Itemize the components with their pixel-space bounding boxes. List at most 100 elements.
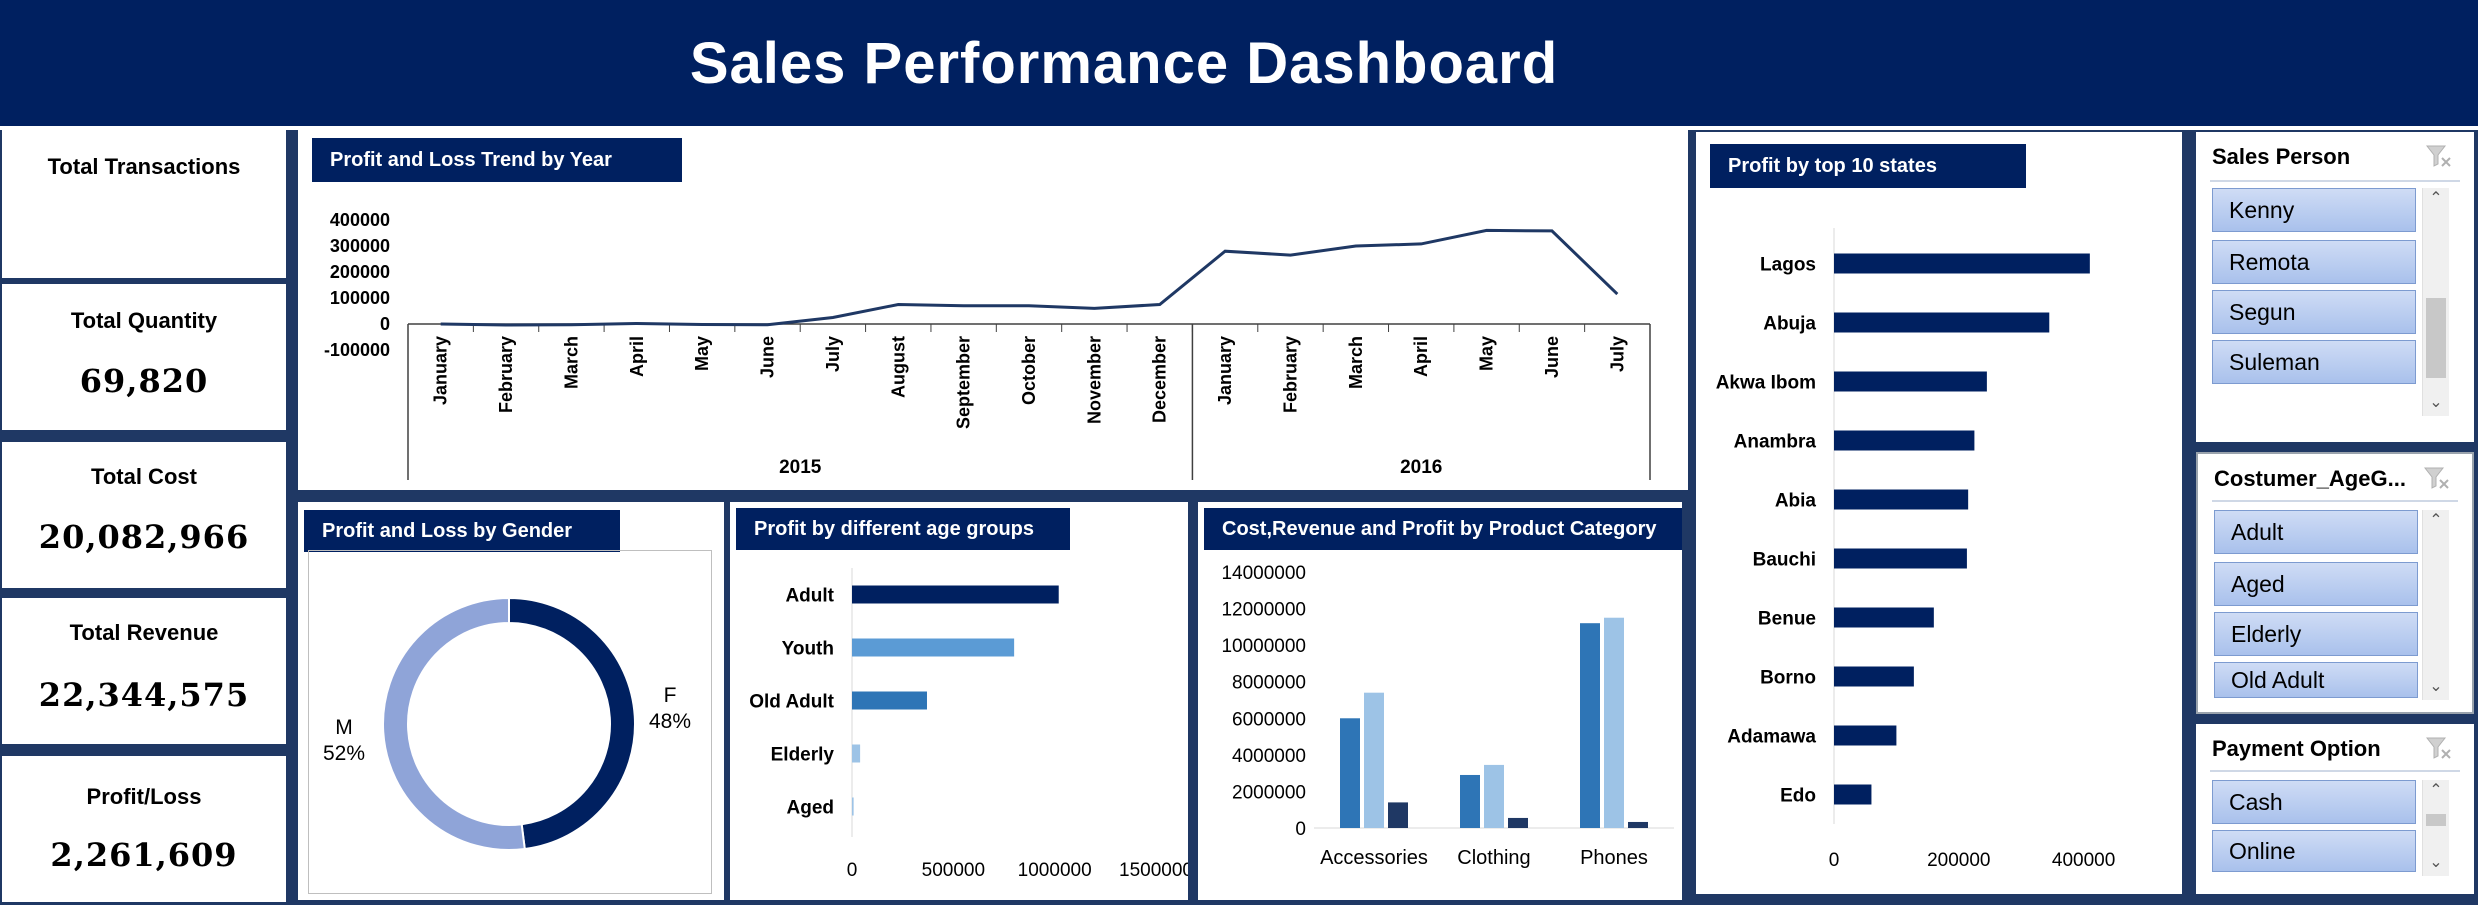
x-tick-label: 400000 [2052,850,2115,871]
age-group-slicer: Costumer_AgeG... Adult Aged Elderly Old … [2196,452,2474,714]
scroll-up-icon[interactable]: ⌃ [2429,190,2443,207]
category-bar [1604,617,1624,828]
kpi-total-quantity: Total Quantity 69,820 [2,284,286,430]
scroll-up-icon[interactable]: ⌃ [2429,512,2443,529]
age-bar [852,585,1059,604]
category-bar [1364,692,1384,828]
kpi-title: Total Quantity [70,308,218,333]
slicer-item-online[interactable]: Online [2212,830,2416,872]
y-tick-label: 8000000 [1232,673,1306,694]
x-tick-label: July [823,336,843,372]
chart-title: Profit by top 10 states [1710,144,2026,188]
category-label: Aged [787,798,835,819]
kpi-value: 2,261,609 [50,836,238,874]
scroll-down-icon[interactable]: ⌄ [2429,394,2443,411]
slicer-item-adult[interactable]: Adult [2214,510,2418,554]
x-tick-label: January [431,336,451,405]
slicer-item-remota[interactable]: Remota [2212,240,2416,284]
category-bar [1340,718,1360,828]
state-label: Benue [1758,609,1816,630]
slicer-scrollbar[interactable]: ⌃ ⌄ [2422,510,2449,700]
donut-percent: 48% [649,710,691,733]
slicer-separator [2210,770,2460,772]
y-tick-label: 100000 [330,288,390,308]
age-bar [852,638,1015,657]
slicer-item-segun[interactable]: Segun [2212,290,2416,334]
chart-title: Profit and Loss by Gender [304,510,620,552]
state-bar [1834,430,1975,451]
dashboard-header: Sales Performance Dashboard [0,0,2478,130]
x-group-label: 2015 [779,457,822,478]
kpi-total-cost: Total Cost 20,082,966 [2,442,286,588]
x-tick-label: October [1019,336,1039,405]
y-tick-label: 0 [1295,819,1306,840]
kpi-total-transactions: Total Transactions [2,130,286,278]
slicer-item-cash[interactable]: Cash [2212,780,2416,824]
slicer-scrollbar[interactable]: ⌃ ⌄ [2422,188,2449,416]
state-label: Abia [1775,491,1817,512]
state-bar [1834,489,1969,510]
state-label: Adamawa [1727,727,1816,748]
state-label: Akwa Ibom [1716,373,1816,394]
state-bar [1834,548,1967,569]
category-label: Adult [785,586,834,607]
slicer-separator [2212,500,2458,502]
slicer-item-aged[interactable]: Aged [2214,562,2418,606]
chart-title: Profit by different age groups [736,508,1070,550]
clear-filter-icon[interactable] [2426,144,2452,168]
slicer-item-kenny[interactable]: Kenny [2212,188,2416,232]
x-tick-label: 1000000 [1018,860,1092,881]
x-tick-label: June [758,336,778,378]
clear-filter-icon[interactable] [2424,466,2450,490]
trend-chart: 400000 300000 200000 100000 0 -100000 January F… [324,210,1651,480]
y-tick-label: -100000 [324,340,390,360]
y-tick-label: 200000 [330,262,390,282]
state-label: Anambra [1734,432,1817,453]
state-bar [1834,253,2090,274]
scroll-down-icon[interactable]: ⌄ [2429,678,2443,695]
chart-title: Cost,Revenue and Profit by Product Categ… [1204,508,1682,550]
category-bar [1508,817,1528,828]
kpi-value: 22,344,575 [38,676,250,714]
donut-frame [308,550,712,894]
chart-title: Profit and Loss Trend by Year [312,138,682,182]
slicer-title: Sales Person [2212,144,2351,169]
donut-label: F [664,684,677,707]
gender-chart: F 48% M 52% [323,596,691,851]
x-tick-label: February [496,336,516,413]
scroll-thumb[interactable] [2426,814,2446,826]
kpi-title: Profit/Loss [86,784,202,809]
slicer-scrollbar[interactable]: ⌃ ⌄ [2422,780,2449,876]
x-tick-label: Clothing [1457,847,1530,869]
x-tick-label: January [1215,336,1235,405]
x-tick-label: June [1542,336,1562,378]
x-group-label: 2016 [1400,457,1442,478]
y-tick-label: 10000000 [1221,636,1306,657]
category-bar [1628,821,1648,828]
profit-loss-trend-panel: Profit and Loss Trend by Year 400000 3000… [298,130,1688,490]
x-tick-label: Phones [1580,847,1648,869]
category-label: Youth [782,639,834,660]
kpi-title: Total Transactions [47,154,241,179]
slicer-item-elderly[interactable]: Elderly [2214,612,2418,656]
age-bar [852,691,927,710]
y-tick-label: 400000 [330,210,390,230]
slicer-item-suleman[interactable]: Suleman [2212,340,2416,384]
state-label: Lagos [1760,255,1816,276]
state-bar [1834,725,1897,746]
states-chart: Lagos Abuja Akwa Ibom Anambra Abia Bauchi Benu… [1716,228,2115,871]
state-label: Abuja [1763,314,1816,335]
scroll-thumb[interactable] [2426,298,2446,378]
scroll-down-icon[interactable]: ⌄ [2429,854,2443,871]
category-bar [1460,774,1480,828]
scroll-up-icon[interactable]: ⌃ [2429,782,2443,799]
slicer-separator [2210,180,2460,182]
state-bar [1834,607,1934,628]
clear-filter-icon[interactable] [2426,736,2452,760]
age-panel: Profit by different age groups Adult Yout… [730,502,1188,900]
y-tick-label: 12000000 [1221,600,1306,621]
x-tick-label: May [1477,336,1497,371]
slicer-item-old-adult[interactable]: Old Adult [2214,662,2418,698]
category-label: Elderly [771,745,835,766]
y-tick-label: 300000 [330,236,390,256]
